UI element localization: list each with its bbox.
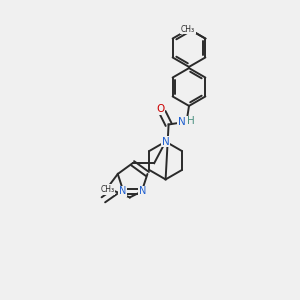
Text: N: N (178, 117, 186, 128)
Text: CH₃: CH₃ (100, 185, 114, 194)
Text: N: N (139, 186, 146, 197)
Text: N: N (119, 186, 126, 197)
Text: CH₃: CH₃ (181, 25, 195, 34)
Text: O: O (156, 104, 164, 115)
Text: N: N (162, 136, 170, 147)
Text: H: H (187, 116, 194, 127)
